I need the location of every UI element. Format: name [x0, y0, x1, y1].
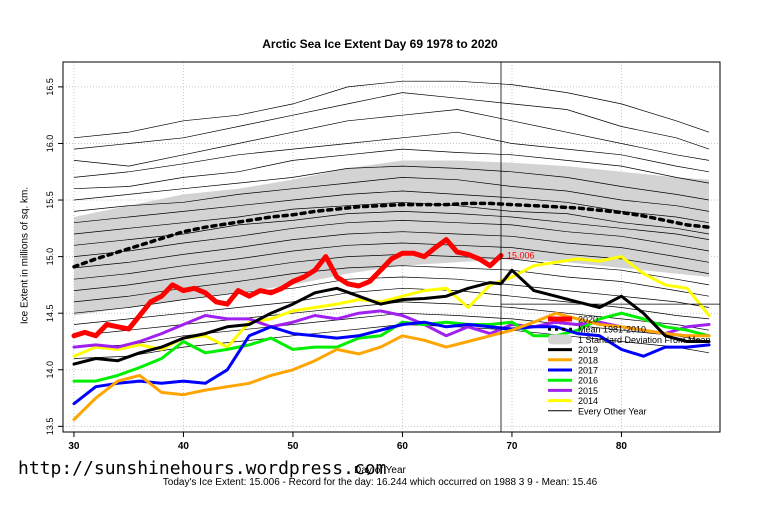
legend-label: 2016 [578, 376, 598, 386]
today-value-label: 15.006 [507, 250, 535, 260]
other-year-line [73, 231, 710, 269]
legend-label: 2020 [578, 315, 598, 325]
std-deviation-band [73, 160, 710, 316]
other-year-line [73, 211, 710, 246]
y-tick-label: 16.0 [45, 135, 55, 153]
plot-frame [62, 61, 721, 433]
axis-layer: 30 40 50 60 70 80 13.5 14.0 14.5 15.0 15.5 16.0 16.5 [45, 61, 721, 452]
other-year-line [73, 312, 710, 348]
other-year-line [73, 165, 710, 201]
other-year-line [73, 220, 710, 257]
other-years-layer [73, 80, 710, 359]
legend-label: 2015 [578, 386, 598, 396]
other-year-line [73, 177, 710, 212]
highlighted-series-layer [71, 237, 711, 422]
mean-line [72, 201, 711, 269]
x-tick-label: 40 [178, 441, 190, 452]
other-year-line [73, 190, 710, 224]
x-tick-label: 30 [68, 441, 80, 452]
x-tick-label: 70 [506, 441, 518, 452]
other-year-line [73, 80, 710, 139]
x-tick-label: 80 [616, 441, 628, 452]
mean-layer [72, 201, 711, 269]
series-line-2020 [71, 237, 504, 339]
other-year-line [73, 131, 710, 178]
other-year-line [73, 92, 710, 150]
other-year-line [73, 201, 710, 235]
x-tick-label: 60 [397, 441, 409, 452]
other-year-line [73, 287, 710, 325]
y-tick-label: 15.5 [45, 191, 55, 209]
reference-lines-layer: 15.006 [500, 62, 720, 432]
series-line-2019 [72, 268, 711, 366]
other-year-line [73, 148, 710, 190]
y-tick-label: 16.5 [45, 78, 55, 96]
legend-label: 1 Standard Deviation From Mean [578, 335, 711, 345]
y-tick-label: 15.0 [45, 248, 55, 266]
y-tick-label: 14.0 [45, 361, 55, 379]
y-tick-label: 14.5 [45, 304, 55, 322]
other-year-line [73, 242, 710, 280]
legend-swatch-band [548, 334, 572, 345]
legend-label: 2019 [578, 345, 598, 355]
footer-summary: Today's Ice Extent: 15.006 - Record for … [162, 477, 598, 488]
other-year-line [73, 109, 710, 167]
y-tick-label: 13.5 [45, 418, 55, 436]
legend-label: 2014 [578, 396, 598, 406]
series-line-2015 [72, 309, 711, 349]
watermark-url: http://sunshinehours.wordpress.com [18, 458, 387, 479]
legend-label: 2018 [578, 355, 598, 365]
series-line-2016 [72, 311, 711, 383]
series-line-2018 [72, 311, 711, 422]
legend-label: 2017 [578, 366, 598, 376]
legend-label: Every Other Year [578, 406, 647, 416]
chart-title: Arctic Sea Ice Extent Day 69 1978 to 202… [262, 37, 498, 51]
x-tick-label: 50 [287, 441, 299, 452]
legend-label: Mean 1981-2010 [578, 325, 646, 335]
std-band-layer [73, 160, 710, 316]
series-line-2017 [72, 320, 711, 406]
x-axis-label: Day of Year [354, 465, 406, 476]
